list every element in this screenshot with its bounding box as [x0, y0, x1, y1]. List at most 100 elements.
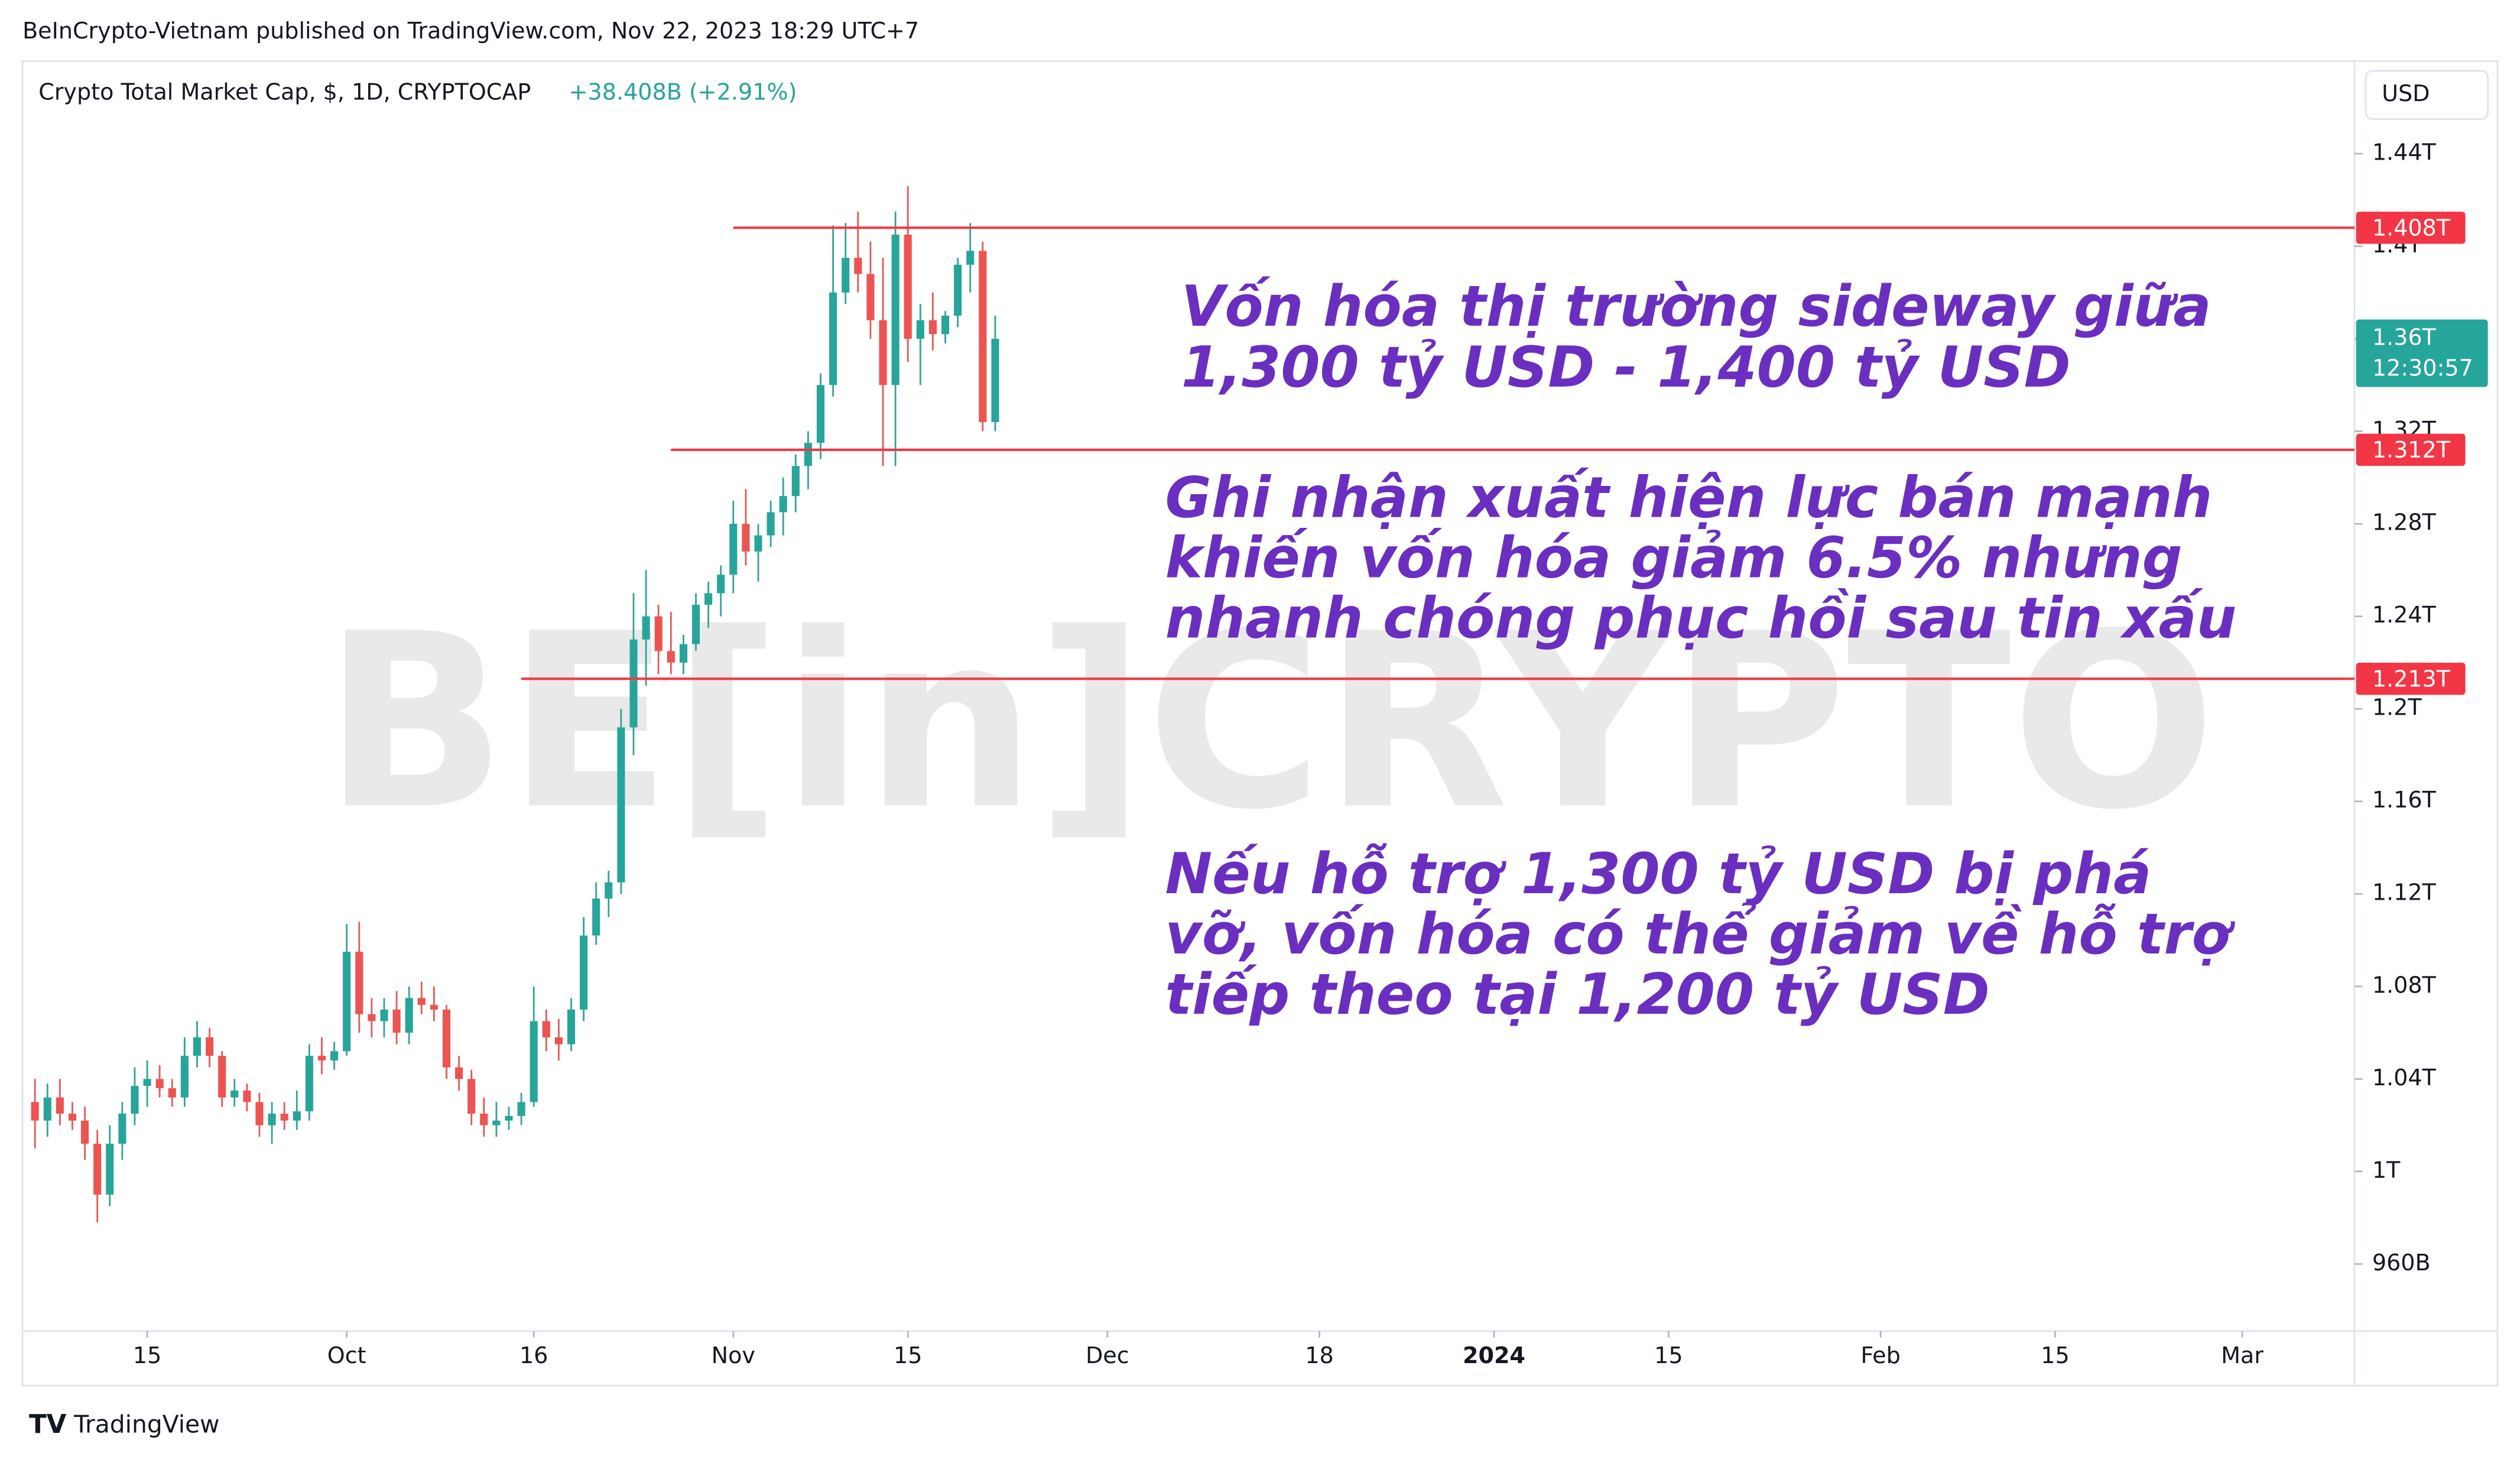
candle-body	[392, 1009, 401, 1033]
x-tick-label: 18	[1305, 1342, 1333, 1368]
price-label: 1.312T	[2372, 437, 2451, 463]
annotation: Nếu hỗ trợ 1,300 tỷ USD bị phá	[1165, 842, 2152, 907]
candle-body	[617, 727, 625, 883]
candle	[193, 1021, 202, 1068]
candle	[879, 258, 887, 466]
candle-body	[542, 1021, 550, 1037]
candle-body	[804, 443, 812, 466]
candle	[842, 223, 850, 304]
candle	[56, 1079, 64, 1125]
candle-body	[928, 320, 937, 335]
candle-body	[742, 524, 750, 552]
x-tick-label: 15	[894, 1342, 922, 1368]
candle	[81, 1107, 89, 1160]
candle-body	[243, 1090, 251, 1102]
candle	[31, 1079, 39, 1149]
candle-body	[642, 616, 650, 640]
candle	[155, 1065, 164, 1098]
candle	[230, 1079, 239, 1107]
candle	[505, 1107, 513, 1130]
candle-body	[654, 616, 663, 651]
x-tick-label: Dec	[1086, 1342, 1129, 1368]
candle	[168, 1079, 176, 1107]
y-tick-label: 1.44T	[2372, 140, 2437, 166]
y-tick-label: 1.2T	[2372, 695, 2422, 721]
candle-body	[941, 315, 950, 335]
candle-body	[380, 1009, 388, 1021]
candle	[891, 211, 899, 466]
y-tick-label: 1.12T	[2372, 880, 2437, 906]
candle-body	[455, 1067, 463, 1079]
candle	[118, 1102, 126, 1160]
candle	[180, 1037, 189, 1107]
candle	[405, 986, 413, 1044]
candle	[779, 477, 787, 536]
candle	[255, 1092, 264, 1137]
candle-body	[904, 235, 912, 339]
candle-body	[779, 496, 787, 512]
candle	[206, 1028, 214, 1068]
candle-body	[467, 1079, 476, 1114]
candle-body	[879, 320, 887, 385]
candle	[43, 1084, 51, 1137]
x-tick-label: Oct	[327, 1342, 366, 1368]
candle-body	[106, 1143, 114, 1195]
candle	[729, 501, 738, 593]
price-label-box	[2356, 212, 2466, 244]
candle	[480, 1097, 488, 1137]
candle-body	[317, 1056, 326, 1060]
candle	[430, 986, 438, 1021]
candle-body	[729, 524, 738, 575]
x-tick-label: 15	[2041, 1342, 2069, 1368]
annotation: Ghi nhận xuất hiện lực bán mạnh	[1165, 466, 2213, 531]
candle-body	[268, 1113, 276, 1125]
candle	[629, 593, 638, 755]
candle	[268, 1102, 276, 1144]
candle	[131, 1067, 139, 1125]
candle-body	[405, 998, 413, 1033]
candle-body	[280, 1113, 288, 1121]
candle-body	[567, 1009, 576, 1044]
candle-body	[56, 1097, 64, 1114]
candle-body	[193, 1037, 202, 1056]
currency[interactable]: USD	[2382, 80, 2430, 106]
candle	[904, 186, 912, 362]
price-label-box	[2356, 433, 2466, 466]
candle	[816, 373, 825, 459]
candle-body	[816, 385, 825, 443]
candle-body	[180, 1056, 189, 1098]
candle	[442, 1005, 451, 1079]
candle	[605, 871, 613, 917]
x-tick-label: Feb	[1860, 1342, 1900, 1368]
candle	[542, 1009, 550, 1052]
candle	[928, 292, 937, 351]
annotation: Vốn hóa thị trường sideway giữa	[1181, 274, 2212, 339]
candle	[854, 211, 862, 293]
candle	[829, 225, 837, 397]
candle-body	[667, 651, 675, 663]
candle-body	[417, 998, 426, 1005]
candle	[791, 454, 800, 512]
candle	[243, 1084, 251, 1112]
candle	[492, 1102, 501, 1137]
y-tick-label: 1.16T	[2372, 787, 2437, 813]
candle	[642, 570, 650, 686]
price-label: 1.408T	[2372, 215, 2451, 241]
y-tick-label: 1.08T	[2372, 972, 2437, 998]
candle	[143, 1060, 151, 1107]
annotation: nhanh chóng phục hồi sau tin xấu	[1165, 586, 2237, 651]
candle-body	[118, 1113, 126, 1144]
last-price: 1.36T	[2372, 325, 2437, 351]
candle	[916, 304, 924, 385]
candle-body	[430, 1005, 438, 1010]
annotation: vỡ, vốn hóa có thể giảm về hỗ trợ	[1165, 902, 2236, 967]
candle	[941, 311, 950, 343]
price-label-box	[2356, 663, 2466, 695]
currency-button[interactable]	[2365, 70, 2489, 120]
candle-body	[31, 1102, 39, 1121]
candle-body	[954, 264, 962, 316]
candle-body	[255, 1102, 264, 1125]
candle	[517, 1092, 525, 1125]
candle	[467, 1069, 476, 1125]
